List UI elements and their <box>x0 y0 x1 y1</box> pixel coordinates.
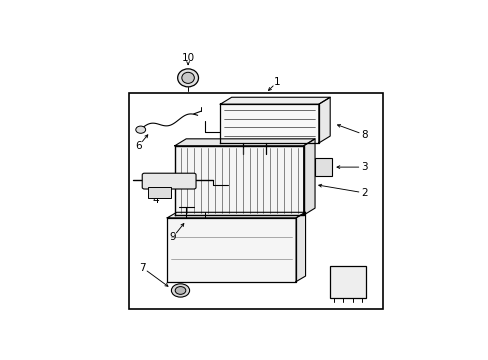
Text: 6: 6 <box>135 141 142 151</box>
Text: 2: 2 <box>360 188 367 198</box>
Ellipse shape <box>175 287 185 294</box>
Polygon shape <box>220 104 318 143</box>
Polygon shape <box>175 146 303 215</box>
Text: 7: 7 <box>139 263 145 273</box>
Polygon shape <box>167 218 296 282</box>
Text: 9: 9 <box>169 232 176 242</box>
Text: 4: 4 <box>152 195 159 205</box>
Circle shape <box>136 126 145 133</box>
Polygon shape <box>303 139 314 215</box>
Bar <box>148 187 171 198</box>
Ellipse shape <box>177 69 198 87</box>
Polygon shape <box>220 97 329 104</box>
Polygon shape <box>318 97 329 143</box>
Text: 5: 5 <box>356 268 363 278</box>
Text: 3: 3 <box>360 162 367 172</box>
Ellipse shape <box>171 284 189 297</box>
Text: 1: 1 <box>273 77 280 87</box>
Polygon shape <box>167 212 305 218</box>
Polygon shape <box>296 212 305 282</box>
Bar <box>129 93 383 309</box>
FancyBboxPatch shape <box>142 173 196 189</box>
Bar <box>329 266 366 298</box>
Ellipse shape <box>182 72 194 84</box>
Bar <box>314 158 331 176</box>
Text: 8: 8 <box>360 130 367 140</box>
Polygon shape <box>175 139 314 146</box>
Text: 10: 10 <box>181 53 194 63</box>
